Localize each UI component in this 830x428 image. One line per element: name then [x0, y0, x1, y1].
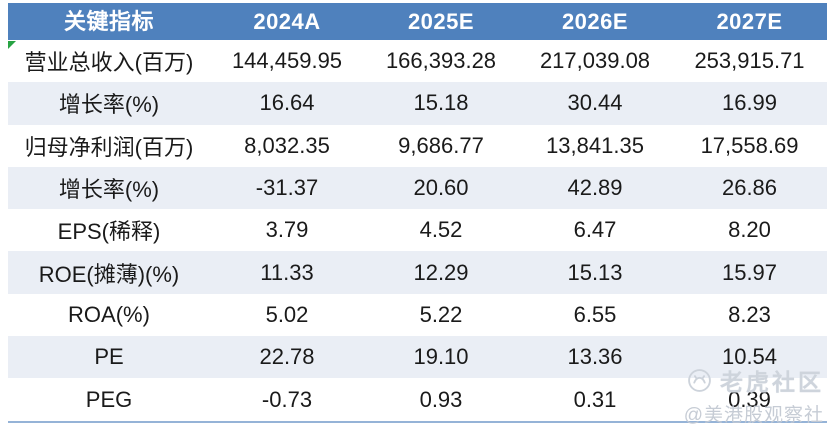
row-label: 增长率(%) — [58, 177, 160, 203]
value-cell: 0.31 — [573, 386, 617, 412]
value-cell: 19.10 — [413, 344, 469, 370]
value-cell: 22.78 — [259, 344, 315, 370]
column-header-2025e: 2025E — [407, 9, 475, 34]
value-cell: 8.20 — [728, 217, 771, 243]
row-label: 营业总收入(百万) — [24, 50, 194, 76]
value-cell: 144,459.95 — [231, 48, 343, 74]
value-cell: 15.13 — [567, 259, 623, 285]
row-label: ROE(摊薄)(%) — [38, 261, 180, 287]
financial-summary-table: 关键指标 2024A 2025E 2026E 2027E 营业总收入(百万) 1… — [8, 3, 827, 423]
column-header-key-indicator: 关键指标 — [63, 9, 154, 34]
value-cell: 166,393.28 — [385, 48, 497, 74]
row-label: PE — [94, 344, 124, 370]
table-row-profit-growth: 增长率(%) -31.37 20.60 42.89 26.86 — [8, 166, 827, 210]
table-row-revenue-growth: 增长率(%) 16.64 15.18 30.44 16.99 — [8, 82, 827, 125]
value-cell: 20.60 — [413, 175, 469, 201]
row-label: ROA(%) — [68, 301, 150, 327]
value-cell: 253,915.71 — [694, 48, 805, 74]
table-row-revenue: 营业总收入(百万) 144,459.95 166,393.28 217,039.… — [8, 40, 827, 83]
column-header-2024a: 2024A — [253, 9, 321, 34]
value-cell: 13,841.35 — [546, 132, 644, 158]
value-cell: 10.54 — [721, 344, 778, 370]
value-cell: 6.47 — [573, 217, 617, 243]
column-header-2027e: 2027E — [716, 9, 783, 34]
value-cell: 16.64 — [259, 90, 315, 116]
value-cell: 9,686.77 — [398, 132, 484, 158]
table-bottom-border — [8, 420, 827, 423]
value-cell: -31.37 — [255, 175, 319, 201]
value-cell: 3.79 — [265, 217, 309, 243]
value-cell: 0.93 — [419, 386, 463, 412]
table-row-roe: ROE(摊薄)(%) 11.33 12.29 15.13 15.97 — [8, 251, 827, 294]
value-cell: 0.39 — [728, 386, 771, 412]
value-cell: 12.29 — [413, 259, 469, 285]
value-cell: 13.36 — [567, 344, 623, 370]
value-cell: 30.44 — [567, 90, 623, 116]
row-label: EPS(稀释) — [57, 219, 161, 245]
table-row-roa: ROA(%) 5.02 5.22 6.55 8.23 — [8, 293, 827, 337]
table-header-row: 关键指标 2024A 2025E 2026E 2027E — [8, 3, 827, 40]
excel-corner-flag-icon — [8, 41, 16, 49]
row-label: PEG — [85, 386, 133, 412]
table-row-peg: PEG -0.73 0.93 0.31 0.39 — [8, 378, 827, 421]
value-cell: 5.22 — [419, 301, 463, 327]
value-cell: 16.99 — [721, 90, 778, 116]
value-cell: 42.89 — [567, 175, 623, 201]
value-cell: 15.97 — [721, 259, 778, 285]
value-cell: 5.02 — [265, 301, 309, 327]
value-cell: 17,558.69 — [700, 132, 799, 158]
value-cell: 15.18 — [413, 90, 469, 116]
value-cell: 4.52 — [419, 217, 463, 243]
value-cell: 11.33 — [260, 259, 314, 285]
value-cell: 8,032.35 — [244, 132, 330, 158]
column-header-2026e: 2026E — [561, 9, 629, 34]
row-label: 增长率(%) — [58, 92, 160, 118]
table-row-net-profit: 归母净利润(百万) 8,032.35 9,686.77 13,841.35 17… — [8, 124, 827, 167]
value-cell: 26.86 — [721, 175, 778, 201]
table-body: 营业总收入(百万) 144,459.95 166,393.28 217,039.… — [8, 40, 827, 421]
row-label: 归母净利润(百万) — [24, 134, 194, 160]
value-cell: 8.23 — [728, 301, 771, 327]
table-row-eps: EPS(稀释) 3.79 4.52 6.47 8.20 — [8, 209, 827, 252]
value-cell: 217,039.08 — [539, 48, 651, 74]
table-row-pe: PE 22.78 19.10 13.36 10.54 — [8, 336, 827, 379]
value-cell: 6.55 — [573, 301, 617, 327]
value-cell: -0.73 — [261, 386, 313, 412]
